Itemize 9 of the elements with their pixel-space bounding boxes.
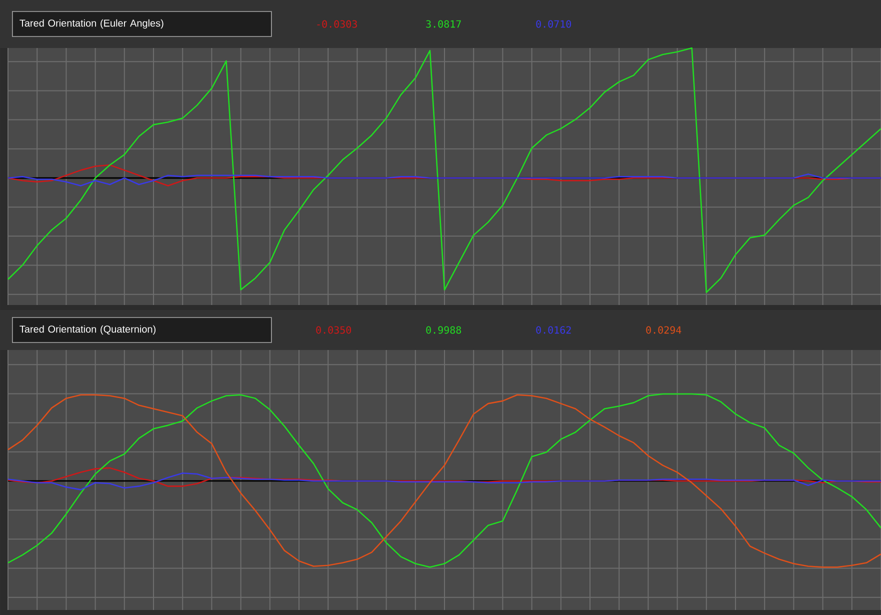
text: 0.0710 (536, 20, 572, 28)
chart-title: Tared Orientation (Quaternion) (20, 325, 156, 335)
text: 0.0162 (536, 326, 571, 334)
text: 3.0817 (426, 20, 461, 28)
chart-title: Tared Orientation (Euler Angles) (20, 19, 164, 29)
text: 0.0294 (646, 326, 682, 334)
text: 0.9988 (426, 326, 462, 334)
text: -0.0303 (317, 20, 357, 28)
text: 0.0350 (316, 326, 352, 334)
